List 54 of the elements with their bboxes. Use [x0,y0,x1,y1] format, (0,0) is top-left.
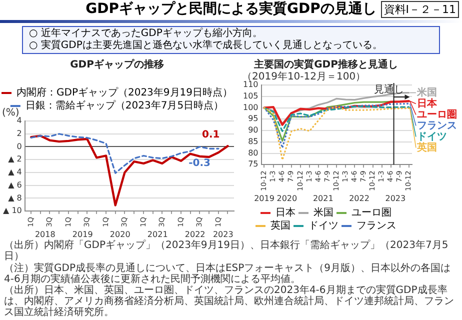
text: 2022 [349,194,370,204]
y-tick-label: 90 [248,126,258,135]
annotation: ユーロ圏 [416,108,457,120]
text: （出所）内閣府「GDPギャップ」（2023年9月19日）、日本銀行「需給ギャップ」（2023年7月5日） [4,240,450,262]
y-tick-label: 100 [242,102,258,112]
legend-label: 英国 [270,220,290,232]
text: 2019 [254,194,274,204]
text: （注）実質GDP成長率の見通しについて、日本はESPフォーキャスト（9月版）、日本以外の各国は4-6月期の実績値公表後に更新された民間予測機関による平均値。 [4,263,452,285]
y-tick-label: ▲ 8 [8,193,22,202]
y-tick-label: ▲ 10 [3,206,22,216]
legend-label: 日本 [276,206,296,219]
y-tick-label: ▲ 6 [8,180,22,190]
legend-label: ドイツ [308,220,338,232]
text: ○ 実質GDPは主要先進国と遜色ない水準で成長していく見通しとなっている。 [29,40,384,52]
ref-line-label: 見通し [374,84,404,96]
text: 2021 [147,230,168,240]
legend-label: ユーロ圏 [352,208,392,219]
y-tick-label: 95 [248,114,258,124]
y-tick-label: 80 [248,148,258,158]
text: 2019 [72,230,93,240]
text: 資料Ⅰ－２－11 [380,1,459,18]
annotation: ドイツ [416,131,447,142]
y-tick-label: 0 [16,142,22,151]
legend-label: 日銀：需給ギャップ（2023年7月5日時点） [25,100,224,112]
y-tick-label: 4 [16,116,22,126]
text: 2023 [212,230,234,240]
data-label: -0.3 [188,158,211,170]
y-tick-label: 2 [16,128,22,138]
text: 2022 [184,230,206,240]
y-axis-title: (%) [2,108,20,119]
annotation: 英国 [416,141,437,154]
y-tick-label: 105 [242,91,258,100]
text: ○ 近年マイナスであったGDPギャップも縮小方向。 [29,28,264,40]
legend-label: 米国 [314,206,334,219]
text: 2021 [312,194,334,204]
annotation: 日本 [416,97,438,110]
y-tick-label: 75 [248,160,258,169]
legend-label: フランス [356,220,396,232]
text: 2020 [110,230,130,240]
legend-label: 内閣府：GDPギャップ（2023年9月19日時点） [16,86,233,99]
chart-title: 主要国の実質GDP推移と見通し [253,58,398,71]
text: （出所）日本、米国、英国、ユーロ圏、ドイツ、フランスの2023年4-6月期までの実質GDP成長率は、内閣府、アメリカ商務省経済分析局、英国統計局、欧州連合統計局、ドイツ連邦統計局、フランス国立統計経済研究所。 [4,285,455,318]
y-tick-label: 85 [248,136,258,146]
text: GDPギャップと民間による実質GDPの見通し [86,1,376,17]
y-tick-label: ▲ 4 [8,168,22,177]
y-tick-label: ▲ 2 [8,154,22,164]
text: 2018 [34,230,56,240]
annotation: 米国 [416,86,437,98]
y-tick-label: 110 [242,80,258,90]
text: 2023 [385,194,406,204]
data-label: 0.1 [202,130,220,141]
text: 2020 [276,194,298,204]
chart-title: GDPギャップの推移 [70,58,164,71]
annotation: フランス [416,120,457,132]
